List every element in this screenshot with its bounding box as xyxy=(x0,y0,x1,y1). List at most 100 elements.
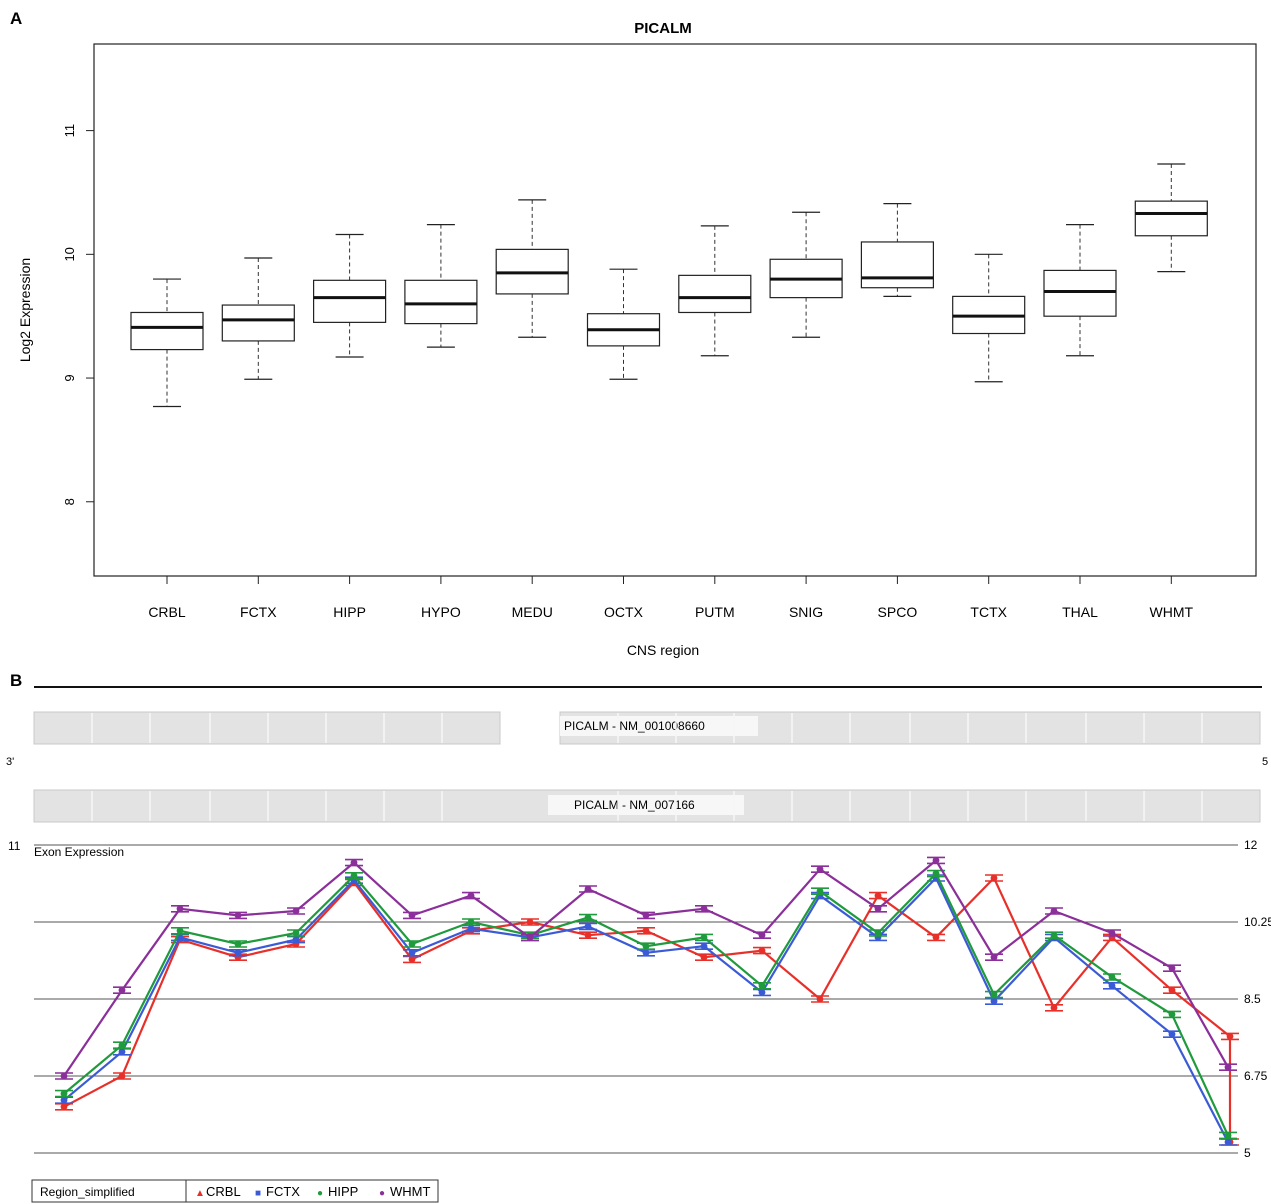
boxplot-fctx xyxy=(221,257,295,380)
x-tick-label: HIPP xyxy=(333,604,366,620)
data-point xyxy=(350,872,358,880)
strand-right-label: 5 xyxy=(1262,756,1268,768)
data-point xyxy=(118,1041,126,1049)
panel-b-label: B xyxy=(10,671,22,690)
data-point xyxy=(1108,973,1116,981)
data-point xyxy=(1050,1004,1058,1012)
x-tick-label: SNIG xyxy=(789,604,823,620)
panel-a-boxes xyxy=(130,163,1208,408)
x-tick-label: CRBL xyxy=(148,604,186,620)
boxplot-thal xyxy=(1043,224,1117,357)
data-point xyxy=(176,927,184,935)
legend-items: ▲ CRBL ■ FCTX ● HIPP ● WHMT xyxy=(195,1184,430,1199)
exon-expression-title: Exon Expression xyxy=(34,845,124,859)
x-tick-label: SPCO xyxy=(878,604,918,620)
boxplot-medu xyxy=(495,199,569,338)
data-point xyxy=(990,991,998,998)
legend-label-whmt: WHMT xyxy=(390,1184,430,1199)
data-point xyxy=(642,949,650,957)
data-point xyxy=(234,912,242,919)
data-point xyxy=(1050,931,1058,939)
data-point xyxy=(1050,907,1058,915)
data-point xyxy=(874,905,882,913)
legend-marker-crbl: ▲ xyxy=(195,1188,205,1199)
data-point xyxy=(408,912,416,919)
data-point xyxy=(60,1103,68,1111)
boxplot-putm xyxy=(678,225,752,357)
transcript-2-label-bg xyxy=(548,795,744,815)
data-point xyxy=(60,1096,68,1104)
data-point xyxy=(292,929,300,937)
x-tick-label: MEDU xyxy=(512,604,553,620)
panel-b: B PICALM - NM_001008660 3' 5 PICALM - NM… xyxy=(6,671,1271,1203)
legend-label-fctx: FCTX xyxy=(266,1184,300,1199)
data-point xyxy=(118,1048,126,1056)
data-point xyxy=(1168,986,1176,994)
legend-marker-whmt: ● xyxy=(379,1188,385,1199)
right-axis-label: 12 xyxy=(1244,838,1258,852)
data-point xyxy=(700,905,708,913)
series-line-crbl xyxy=(63,876,1232,1142)
boxplot-octx xyxy=(586,268,661,380)
y-tick-label: 9 xyxy=(62,374,77,381)
iqr-box xyxy=(678,274,752,314)
iqr-box xyxy=(1043,269,1117,317)
legend-label-crbl: CRBL xyxy=(206,1184,241,1199)
y-tick-label: 11 xyxy=(62,124,77,138)
iqr-box xyxy=(313,279,387,323)
exon-grid: 12 10.25 8.5 6.75 5 xyxy=(34,838,1271,1160)
series-hipp xyxy=(55,869,1237,1140)
right-axis-label: 6.75 xyxy=(1244,1069,1268,1083)
data-point xyxy=(292,907,300,915)
data-point xyxy=(932,934,940,941)
x-tick-label: HYPO xyxy=(421,604,461,620)
data-point xyxy=(234,940,242,948)
transcript-track-dividers xyxy=(91,713,1203,821)
data-point xyxy=(758,947,766,954)
data-point xyxy=(408,956,416,963)
panel-a-x-label: CNS region xyxy=(627,642,699,658)
data-point xyxy=(1224,1132,1232,1139)
data-point xyxy=(758,982,766,990)
data-point xyxy=(1224,1063,1232,1071)
panel-a-title: PICALM xyxy=(634,20,692,37)
data-point xyxy=(467,918,475,926)
data-point xyxy=(350,859,358,866)
data-point xyxy=(584,914,592,921)
panel-a-plot-frame xyxy=(93,43,1257,577)
boxplot-hipp xyxy=(313,233,387,358)
data-point xyxy=(642,912,650,919)
y-tick-label: 10 xyxy=(62,247,77,261)
data-point xyxy=(1108,929,1116,937)
data-point xyxy=(874,929,882,937)
data-point xyxy=(526,918,534,926)
transcript-track-1: PICALM - NM_001008660 xyxy=(33,711,1261,745)
data-point xyxy=(1108,982,1116,990)
data-point xyxy=(1168,1030,1176,1038)
right-axis-label: 8.5 xyxy=(1244,992,1261,1006)
x-tick-label: THAL xyxy=(1062,604,1098,620)
data-point xyxy=(292,936,300,943)
exon-left-axis-top: 11 xyxy=(8,839,21,853)
strand-left-label: 3' xyxy=(6,756,14,768)
data-point xyxy=(408,949,416,957)
series-whmt xyxy=(55,856,1237,1080)
panel-a-label: A xyxy=(10,9,22,28)
legend: Region_simplified ▲ CRBL ■ FCTX ● HIPP ● WHMT xyxy=(31,1179,439,1203)
data-point xyxy=(467,925,475,932)
data-point xyxy=(642,942,650,950)
right-axis-label: 10.25 xyxy=(1244,915,1271,929)
legend-label-hipp: HIPP xyxy=(328,1184,358,1199)
series-line-whmt xyxy=(63,858,1229,1077)
data-point xyxy=(584,931,592,939)
data-point xyxy=(700,934,708,941)
data-point xyxy=(990,997,998,1005)
iqr-box xyxy=(1134,200,1208,237)
data-point xyxy=(1168,1011,1176,1018)
x-tick-label: FCTX xyxy=(240,604,277,620)
data-point xyxy=(990,874,998,882)
data-point xyxy=(467,892,475,899)
data-point xyxy=(584,923,592,930)
transcript-2-label: PICALM - NM_007166 xyxy=(574,798,695,812)
x-tick-label: OCTX xyxy=(604,604,644,620)
